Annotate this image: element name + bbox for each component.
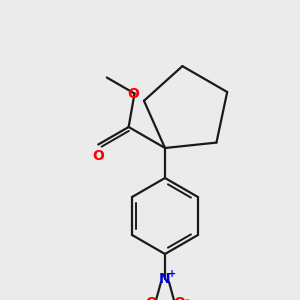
- Text: -: -: [184, 294, 190, 300]
- Text: O: O: [92, 148, 104, 163]
- Text: O: O: [128, 86, 140, 100]
- Text: O: O: [145, 296, 157, 300]
- Text: +: +: [168, 269, 176, 279]
- Text: O: O: [173, 296, 185, 300]
- Text: N: N: [159, 272, 171, 286]
